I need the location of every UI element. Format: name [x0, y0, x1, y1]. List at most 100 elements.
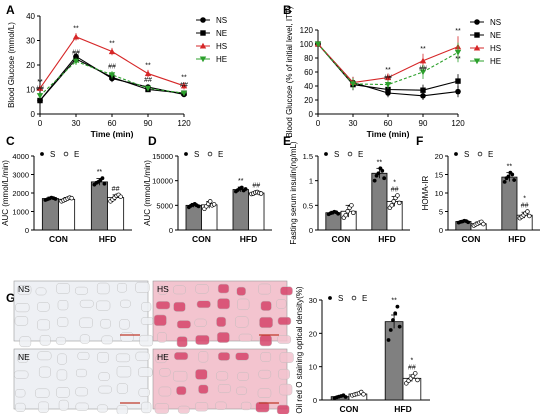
muscle-fiber: [75, 286, 89, 295]
muscle-fiber: [155, 355, 167, 364]
muscle-fiber: [58, 399, 69, 411]
significance-label: **: [455, 28, 461, 35]
micrograph-label: HS: [157, 284, 169, 294]
muscle-fiber: [279, 383, 293, 396]
line-chart-A: 0 30 60 90 120 0 10 20 30 40 Time (min) Blood Gluco…: [7, 12, 227, 139]
significance-label: **: [455, 56, 461, 63]
muscle-fiber: [255, 401, 270, 413]
data-point-HE: [454, 49, 462, 56]
bar-chart-F: 0 5 10 15 20 HOMA-IR CON HFD ** ##* S E: [421, 150, 540, 244]
y-tick-label: 5000: [156, 201, 173, 210]
y-tick-label: 60: [304, 68, 313, 77]
x-tick-label: CON: [332, 234, 351, 244]
y-tick-label: 0: [31, 110, 36, 119]
data-point: [345, 209, 350, 214]
muscle-fiber: [98, 372, 110, 381]
muscle-fiber: [194, 318, 207, 327]
muscle-fiber: [194, 402, 209, 412]
significance-label: *: [523, 196, 526, 203]
y-tick-label: 20: [26, 61, 35, 70]
legend-marker-E: [347, 151, 353, 157]
muscle-fiber: [120, 332, 134, 342]
legend-label: NS: [216, 16, 227, 25]
y-axis-label: Blood Glucose (mmol/L): [7, 22, 16, 108]
y-tick-label: 15000: [152, 152, 173, 161]
muscle-fiber: [238, 333, 253, 342]
significance-label: ##: [36, 86, 44, 93]
data-point: [413, 371, 418, 376]
legend-label: S: [338, 294, 343, 303]
muscle-fiber: [216, 371, 229, 381]
data-point-HE: [72, 58, 80, 65]
y-tick-label: 5: [439, 208, 443, 217]
y-tick-label: 20: [435, 152, 443, 161]
x-tick-label: 120: [177, 119, 191, 128]
legend-label: S: [194, 150, 199, 159]
data-point: [349, 203, 354, 208]
data-point-NE: [385, 86, 391, 93]
y-tick-label: 1: [309, 177, 313, 186]
data-point-HE: [144, 85, 152, 92]
bar-S-HFD: [384, 321, 404, 401]
x-tick-label: CON: [192, 234, 211, 244]
muscle-fiber: [14, 370, 29, 379]
y-axis-label: Oil red O staining optical density(%): [295, 286, 304, 414]
x-tick-label: 60: [384, 119, 393, 128]
significance-label: ##: [112, 186, 120, 193]
data-point: [481, 221, 486, 227]
legend-label: E: [362, 294, 367, 303]
muscle-fiber: [176, 320, 191, 329]
y-tick-label: 40: [304, 82, 313, 91]
data-point: [343, 212, 348, 218]
panel-letter: B: [283, 3, 292, 17]
y-axis-label: HOMA-IR: [421, 175, 430, 210]
data-point: [391, 199, 396, 204]
data-point: [239, 185, 244, 190]
bar-S-HFD: [232, 189, 249, 231]
data-point: [372, 178, 377, 183]
data-point: [506, 174, 511, 179]
muscle-fiber: [240, 401, 252, 411]
muscle-fiber: [135, 351, 150, 362]
x-tick-label: 30: [72, 119, 81, 128]
data-point-NE: [37, 97, 43, 104]
muscle-fiber: [279, 352, 294, 363]
muscle-fiber: [100, 318, 111, 329]
panel-letter: A: [6, 3, 15, 17]
muscle-fiber: [237, 298, 250, 311]
data-point-HE: [384, 82, 392, 88]
muscle-fiber: [97, 352, 109, 363]
muscle-fiber: [116, 366, 132, 378]
y-axis-label: Blood Glucose (% of initial level, ITT): [285, 6, 294, 137]
data-point: [100, 176, 105, 181]
muscle-fiber: [217, 283, 230, 294]
y-tick-label: 20: [304, 96, 313, 105]
legend-marker: [473, 58, 481, 65]
data-point: [343, 395, 348, 399]
muscle-fiber: [17, 285, 32, 295]
panel-letter: F: [416, 134, 423, 148]
panel-letter: D: [148, 134, 157, 148]
micrograph-NS: NS: [13, 280, 154, 348]
muscle-fiber: [216, 316, 227, 327]
data-point: [391, 318, 395, 322]
muscle-fiber: [138, 388, 150, 397]
x-tick-label: HFD: [394, 404, 411, 414]
muscle-fiber: [119, 319, 130, 330]
muscle-fiber: [159, 368, 171, 377]
muscle-fiber: [15, 389, 26, 398]
significance-label: ##: [144, 77, 152, 84]
muscle-fiber: [140, 317, 154, 325]
data-point-HE: [180, 90, 188, 97]
data-point: [380, 168, 385, 173]
data-point: [393, 311, 398, 316]
muscle-fiber: [35, 388, 50, 398]
muscle-fiber: [96, 300, 111, 311]
muscle-fiber: [57, 317, 69, 327]
y-tick-label: 10000: [152, 177, 173, 186]
muscle-fiber: [176, 386, 187, 396]
muscle-fiber: [79, 334, 90, 344]
significance-label: **: [385, 67, 391, 74]
data-point: [207, 199, 213, 204]
